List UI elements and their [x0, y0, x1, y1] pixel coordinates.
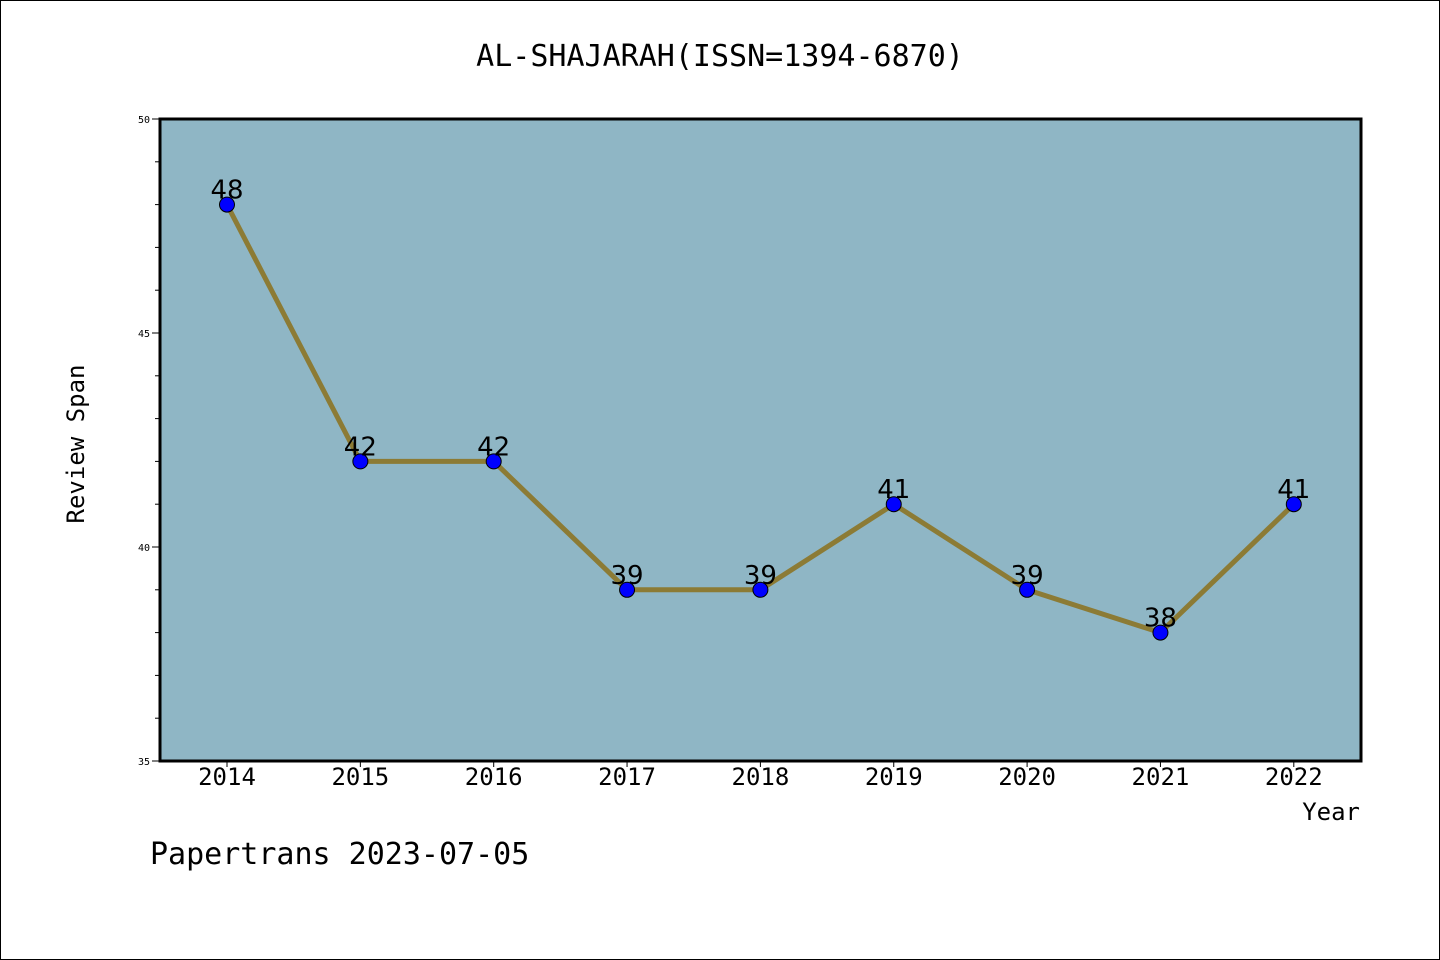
footer-credit: Papertrans 2023-07-05 — [150, 837, 529, 872]
y-tick-label: 45 — [138, 329, 150, 340]
x-tick-label: 2017 — [598, 763, 656, 791]
data-point — [885, 496, 902, 513]
x-tick-label: 2019 — [865, 763, 923, 791]
data-point — [219, 196, 235, 213]
data-point — [752, 581, 769, 598]
x-axis-label: Year — [1302, 798, 1360, 826]
data-label: 41 — [1277, 475, 1310, 505]
data-point — [485, 453, 502, 470]
data-label: 39 — [744, 561, 777, 591]
x-axis: 2014 2015 2016 2017 2018 2019 2020 2021 2022 — [198, 761, 1323, 791]
data-label: 39 — [1011, 561, 1044, 591]
y-axis-label: Review Span — [62, 365, 90, 524]
data-label: 42 — [344, 432, 377, 462]
x-tick-label: 2021 — [1132, 763, 1190, 791]
data-point — [352, 453, 369, 470]
data-labels: 48 42 42 39 39 41 39 38 41 — [210, 176, 1310, 634]
x-tick-label: 2018 — [732, 763, 790, 791]
chart-title: AL-SHAJARAH(ISSN=1394-6870) — [476, 39, 964, 74]
data-label: 42 — [477, 432, 510, 462]
data-label: 39 — [611, 561, 644, 591]
x-tick-label: 2020 — [998, 763, 1056, 791]
x-tick-label: 2016 — [465, 763, 523, 791]
data-point — [1019, 581, 1036, 598]
y-tick-label: 50 — [138, 115, 150, 126]
x-tick-label: 2022 — [1265, 763, 1323, 791]
data-label: 48 — [210, 176, 243, 206]
data-label: 38 — [1144, 604, 1177, 634]
y-tick-label: 40 — [138, 543, 150, 554]
y-axis: 35 40 45 50 — [138, 115, 160, 768]
x-tick-label: 2015 — [331, 763, 389, 791]
data-point — [1285, 496, 1302, 513]
y-tick-label: 35 — [138, 757, 150, 768]
x-tick-label: 2014 — [198, 763, 256, 791]
data-point — [1152, 624, 1169, 641]
series-markers — [219, 196, 1302, 641]
data-label: 41 — [877, 475, 910, 505]
plot-area — [158, 117, 1363, 763]
data-point — [619, 581, 636, 598]
